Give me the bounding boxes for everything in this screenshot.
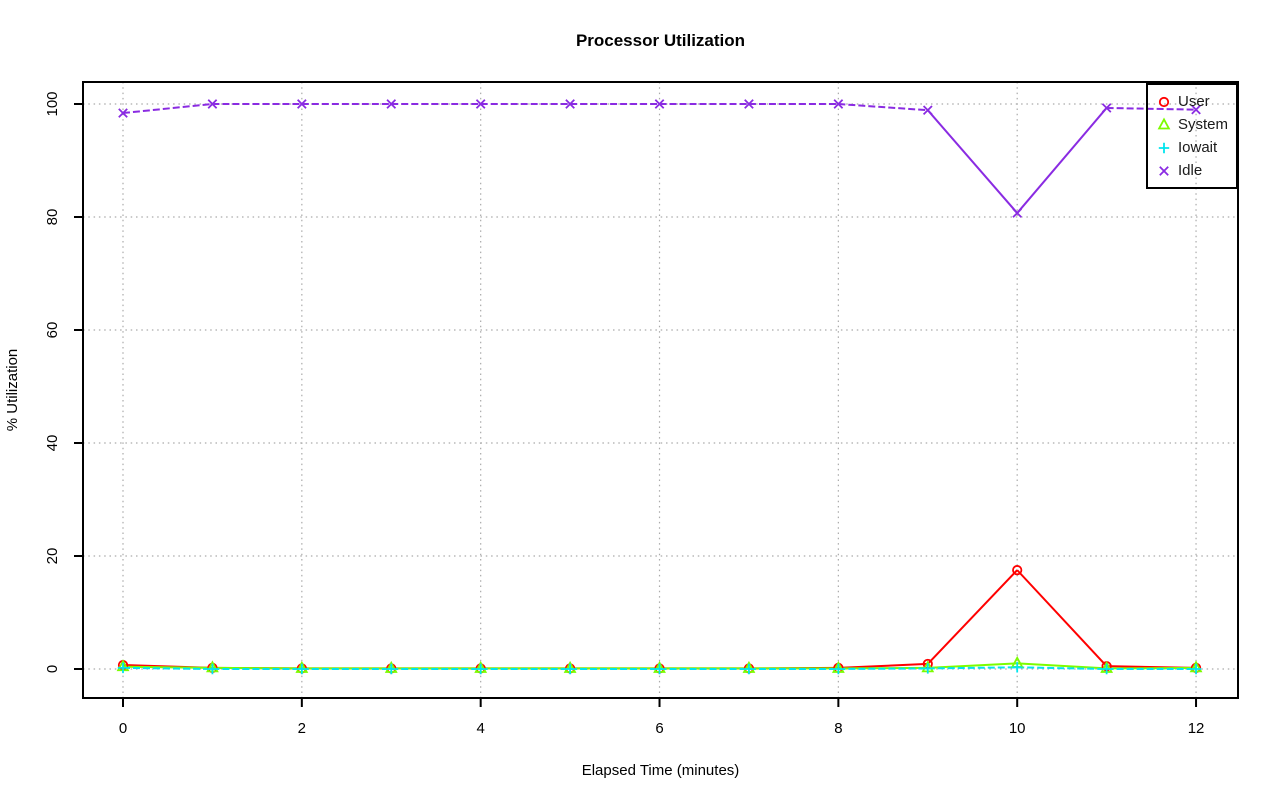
series-line-system <box>1017 662 1107 670</box>
y-tick-label: 100 <box>44 91 61 116</box>
y-tick-label: 60 <box>44 322 61 339</box>
series-line-system <box>927 662 1018 669</box>
series-line-idle <box>122 103 213 115</box>
series-line-idle <box>1016 107 1108 214</box>
plus-marker-icon <box>1158 142 1170 153</box>
legend-item-idle: Idle <box>1148 159 1236 182</box>
series-line-iowait <box>838 667 928 670</box>
series-line-iowait <box>122 666 213 670</box>
data-point-idle <box>1191 104 1201 115</box>
x-axis-label: Elapsed Time (minutes) <box>581 762 740 779</box>
series-line-iowait <box>927 666 1018 670</box>
legend-label: User <box>1178 93 1210 110</box>
circle-marker-icon <box>1158 96 1170 107</box>
legend-label: System <box>1178 116 1229 133</box>
data-point-idle <box>386 99 397 109</box>
series-line-user <box>838 662 928 669</box>
data-point-iowait <box>296 663 308 675</box>
legend-item-system: System <box>1148 113 1236 136</box>
data-point-user <box>1012 565 1023 576</box>
legend-label: Idle <box>1178 162 1203 179</box>
series-line-user <box>927 569 1018 665</box>
data-point-idle <box>297 99 307 109</box>
x-tick-label: 0 <box>119 720 127 737</box>
data-point-iowait <box>922 663 933 674</box>
series-line-idle <box>927 109 1018 214</box>
data-point-idle <box>1101 103 1112 113</box>
data-point-idle <box>1012 208 1023 218</box>
circle-marker-icon <box>1158 96 1170 107</box>
x-tick-label: 4 <box>477 720 485 737</box>
y-tick-label: 40 <box>44 435 61 452</box>
x-tick-label: 2 <box>298 720 306 737</box>
data-point-iowait <box>564 663 576 675</box>
triangle-marker-icon <box>1157 117 1171 129</box>
legend-label: Iowait <box>1178 139 1218 156</box>
series-line-system <box>122 665 213 669</box>
series-line-idle <box>1106 106 1197 111</box>
data-point-idle <box>565 99 575 109</box>
y-axis-label: % Utilization <box>4 348 21 432</box>
data-point-iowait <box>743 663 755 675</box>
data-point-idle <box>833 99 844 109</box>
data-point-iowait <box>654 663 665 675</box>
data-point-idle <box>207 99 218 109</box>
chart-title: Processor Utilization <box>575 31 746 50</box>
series-line-idle <box>838 103 928 112</box>
data-point-iowait <box>117 662 129 674</box>
data-point-idle <box>654 99 665 109</box>
data-point-iowait <box>1012 662 1023 673</box>
legend: User System Iowait Idle <box>1146 83 1238 189</box>
legend-item-iowait: Iowait <box>1148 136 1236 159</box>
legend-item-user: User <box>1148 90 1236 113</box>
data-point-iowait <box>1101 663 1112 675</box>
x-tick-label: 8 <box>834 720 842 737</box>
data-point-iowait <box>475 663 486 675</box>
x-tick-label: 6 <box>655 720 663 737</box>
series-line-iowait <box>1017 666 1107 670</box>
x-tick-label: 10 <box>1009 720 1026 737</box>
series-line-user <box>1016 569 1108 667</box>
y-tick-label: 20 <box>44 548 61 565</box>
data-point-iowait <box>386 663 397 675</box>
data-point-iowait <box>1190 663 1202 675</box>
x-marker-icon <box>1159 165 1169 176</box>
data-point-iowait <box>207 663 218 675</box>
plus-marker-icon <box>1158 142 1170 153</box>
triangle-marker-icon <box>1157 117 1171 129</box>
data-point-iowait <box>833 663 844 675</box>
x-marker-icon <box>1159 165 1169 176</box>
plot-border <box>82 81 1239 699</box>
y-tick-label: 80 <box>44 209 61 226</box>
data-point-idle <box>118 108 128 118</box>
x-tick-label: 12 <box>1188 720 1205 737</box>
y-tick-label: 0 <box>44 665 61 673</box>
data-point-idle <box>922 105 933 116</box>
data-point-idle <box>475 99 486 109</box>
data-point-idle <box>744 99 754 109</box>
